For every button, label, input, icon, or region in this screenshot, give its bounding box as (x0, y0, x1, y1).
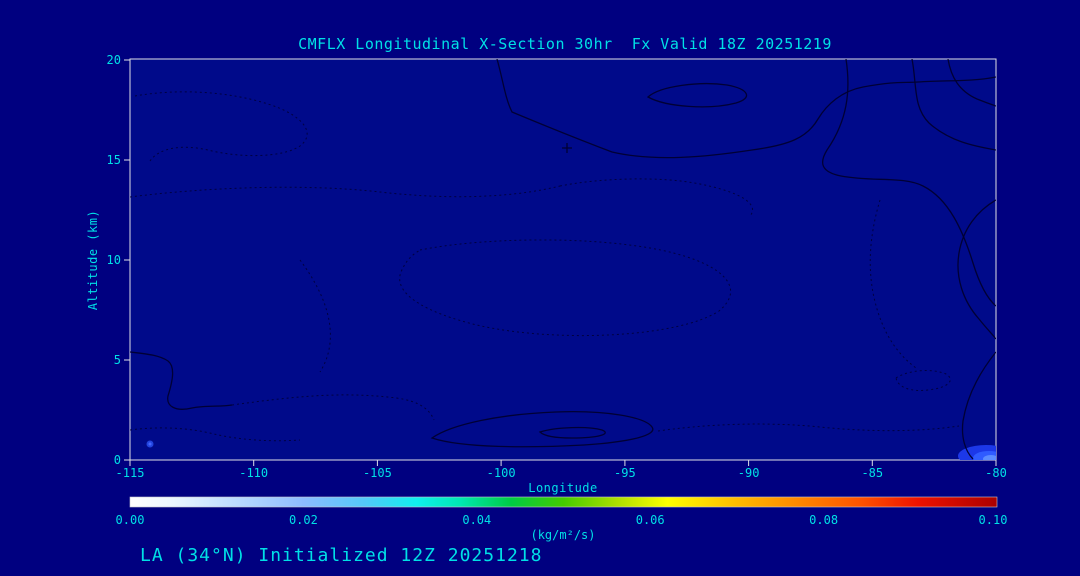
contour-lines-solid (130, 59, 996, 460)
y-axis-label: Altitude (km) (86, 210, 100, 310)
y-tick-label: 0 (114, 453, 121, 467)
plot-area (129, 58, 997, 461)
colorbar-tick-label: 0.02 (289, 513, 318, 527)
contour-field (130, 59, 996, 460)
y-tick-label: 20 (107, 53, 121, 67)
x-tick-label: -80 (985, 466, 1007, 480)
colorbar-tick-label: 0.08 (809, 513, 838, 527)
colorbar-units-label: (kg/m²/s) (530, 528, 595, 542)
colorbar-tick-label: 0.04 (462, 513, 491, 527)
contour-lines-dotted (130, 91, 960, 442)
colorbar: 0.00 0.02 0.04 0.06 0.08 0.10 (kg/m²/s) (116, 496, 1008, 542)
colorbar-gradient (129, 496, 998, 508)
x-axis-label: Longitude (528, 481, 598, 495)
small-flux-cell (146, 440, 154, 448)
x-axis: -115 -110 -105 -100 -95 -90 -85 -80 Long… (116, 460, 1007, 495)
x-tick-label: -115 (116, 466, 145, 480)
x-tick-label: -95 (614, 466, 636, 480)
x-tick-label: -85 (861, 466, 883, 480)
colorbar-tick-label: 0.00 (116, 513, 145, 527)
init-label: LA (34°N) Initialized 12Z 20251218 (140, 545, 542, 566)
y-axis: 20 15 10 5 0 Altitude (km) (86, 53, 130, 467)
colorbar-tick-label: 0.06 (636, 513, 665, 527)
y-tick-label: 10 (107, 253, 121, 267)
y-tick-label: 15 (107, 153, 121, 167)
positive-flux-cell (958, 445, 996, 460)
x-tick-label: -110 (239, 466, 268, 480)
x-tick-label: -100 (487, 466, 516, 480)
chart-title: CMFLX Longitudinal X-Section 30hr Fx Val… (298, 35, 832, 53)
colorbar-tick-label: 0.10 (979, 513, 1008, 527)
x-tick-label: -105 (363, 466, 392, 480)
x-tick-label: -90 (738, 466, 760, 480)
y-tick-label: 5 (114, 353, 121, 367)
